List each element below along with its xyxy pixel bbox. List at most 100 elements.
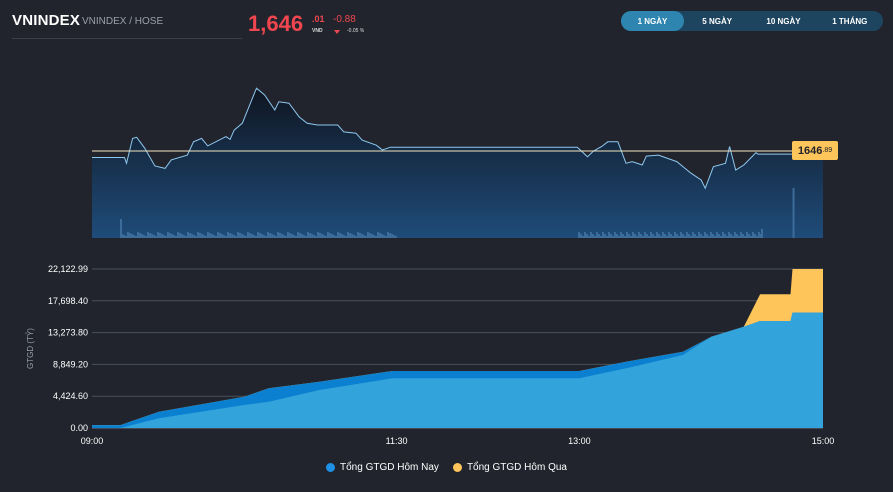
volume-bar [608,232,610,238]
volume-bar [181,234,183,238]
volume-bar [305,236,307,238]
volume-bar [750,236,752,238]
volume-bar [327,232,329,238]
legend-label-yesterday: Tổng GTGD Hôm Qua [466,462,567,473]
reference-price-dec: .89 [822,147,833,154]
volume-bar [387,232,389,238]
tab-1-day[interactable]: 1 NGÀY [621,11,684,31]
volume-bar [333,235,335,238]
volume-bar [385,236,387,238]
volume-bar [365,236,367,238]
volume-bar [131,234,133,238]
price-chart [92,87,823,238]
volume-bar [732,236,734,238]
volume-bar [255,236,257,238]
volume-bar [289,233,291,238]
volume-bar [265,236,267,238]
volume-bar [580,234,582,238]
volume-bar [361,234,363,238]
price-unit: VND [312,28,323,34]
volume-bar [343,235,345,238]
symbol-title: VNINDEX [12,12,81,29]
volume-bar [213,235,215,238]
volume-bar [337,232,339,238]
volume-bar [672,236,674,238]
volume-bar [646,234,648,238]
volume-bar [584,232,586,238]
volume-bar [704,232,706,238]
volume-bar [161,234,163,238]
volume-bar [267,232,269,238]
volume-bar [189,233,191,238]
tab-5-days[interactable]: 5 NGÀY [702,16,733,26]
legend-item-yesterday[interactable]: Tổng GTGD Hôm Qua [452,462,567,473]
volume-bar [133,235,135,238]
volume-bar [195,236,197,238]
volume-bar [660,236,662,238]
y-axis-label: GTGD (TỶ) [26,328,35,369]
price-value: 1,646 [248,11,304,36]
tab-10-days[interactable]: 10 NGÀY [766,16,801,26]
volume-bar [658,234,660,238]
volume-bar [708,236,710,238]
volume-bar [247,232,249,238]
volume-bar [273,235,275,238]
volume-bar [688,234,690,238]
volume-bar [740,232,742,238]
volume-bar [748,234,750,238]
volume-bar [684,236,686,238]
volume-bar [379,233,381,238]
period-tabs: 1 NGÀY 5 NGÀY 10 NGÀY 1 THÁNG [621,11,883,31]
volume-bar [395,236,397,238]
volume-bar [606,236,608,238]
volume-bar [141,234,143,238]
volume-bar [155,236,157,238]
volume-bar [341,234,343,238]
volume-bar [756,236,758,238]
volume-bar [261,234,263,238]
volume-bar [339,233,341,238]
volume-bar [231,234,233,238]
x-tick-label: 11:30 [386,436,408,446]
volume-bar [175,236,177,238]
volume-bar [193,235,195,238]
volume-bar [157,232,159,238]
volume-bar [295,236,297,238]
volume-bar [375,236,377,238]
volume-bar [610,234,612,238]
volume-bar [694,234,696,238]
volume-bar [201,234,203,238]
volume-bar [223,235,225,238]
volume-bar [285,236,287,238]
volume-bar [125,236,127,238]
tab-1-month[interactable]: 1 THÁNG [832,16,868,26]
volume-bar [159,233,161,238]
volume-bar [628,234,630,238]
volume-bar [710,232,712,238]
volume-bar [381,234,383,238]
volume-bar [145,236,147,238]
volume-bar [383,235,385,238]
volume-bar [317,232,319,238]
price-change-percent: -0.05 % [347,28,365,34]
volume-bar [335,236,337,238]
volume-bar [712,234,714,238]
volume-bar [323,235,325,238]
y-tick-label: 22,122.99 [48,264,88,274]
volume-bar [241,234,243,238]
volume-bar [680,232,682,238]
reference-price-int: 1646 [797,144,823,157]
volume-bar [349,233,351,238]
volume-bar [127,232,129,238]
volume-bar [696,236,698,238]
volume-bar [171,234,173,238]
volume-bar [391,234,393,238]
volume-bar [592,234,594,238]
trading-value-chart: 0.00 4,424.60 8,849.20 13,273.80 17,698.40 22… [26,264,834,446]
volume-bar [259,233,261,238]
volume-bar [165,236,167,238]
volume-bar [147,232,149,238]
legend-item-today[interactable]: Tổng GTGD Hôm Nay [326,462,439,473]
volume-bar [297,232,299,238]
